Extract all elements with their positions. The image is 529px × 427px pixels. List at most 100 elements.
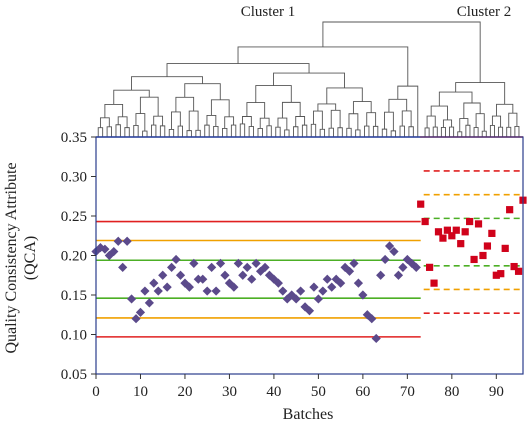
y-tick-label: 0.30 bbox=[61, 170, 87, 186]
square-point bbox=[514, 267, 523, 275]
diamond-point bbox=[113, 236, 123, 246]
data-points bbox=[91, 196, 527, 344]
diamond-point bbox=[238, 270, 248, 280]
dendrogram-branch bbox=[366, 112, 377, 127]
dendrogram-branch bbox=[473, 127, 479, 137]
dendrogram-branch bbox=[222, 127, 228, 137]
reference-lines bbox=[96, 170, 521, 338]
x-tick-label: 40 bbox=[266, 384, 281, 400]
diamond-point bbox=[322, 274, 332, 284]
diamond-point bbox=[135, 307, 146, 317]
diamond-point bbox=[376, 270, 386, 280]
dendrogram-branch bbox=[117, 116, 128, 128]
diamond-point bbox=[118, 262, 128, 272]
diamond-point bbox=[100, 244, 110, 254]
dendrogram-branch bbox=[124, 127, 130, 137]
x-tick-label: 20 bbox=[177, 384, 192, 400]
diamond-point bbox=[247, 274, 257, 284]
x-tick-label: 70 bbox=[400, 384, 415, 400]
x-tick-label: 80 bbox=[444, 384, 459, 400]
diamond-point bbox=[175, 270, 186, 280]
square-point bbox=[497, 270, 505, 278]
diamond-point bbox=[340, 262, 350, 272]
diamond-point bbox=[144, 298, 154, 308]
diamond-point bbox=[184, 282, 195, 292]
dendrogram-branch bbox=[355, 129, 361, 137]
diamond-point bbox=[296, 286, 306, 296]
dendrogram-branch bbox=[177, 125, 183, 137]
y-tick-label: 0.15 bbox=[61, 288, 87, 304]
dendrogram-branch bbox=[401, 110, 412, 127]
x-tick-label: 0 bbox=[92, 384, 100, 400]
diamond-point bbox=[282, 294, 292, 304]
dendrogram-branch bbox=[99, 117, 110, 128]
dendrogram-branch bbox=[465, 124, 471, 137]
dendrogram-branch bbox=[455, 82, 506, 105]
dendrogram-branch bbox=[248, 126, 255, 137]
diamond-point bbox=[389, 246, 399, 257]
square-point bbox=[470, 255, 478, 264]
dendrogram-branch bbox=[153, 115, 164, 126]
dendrogram-branch bbox=[430, 105, 448, 120]
square-point bbox=[461, 228, 469, 236]
dendrogram-branch bbox=[293, 126, 299, 137]
dendrogram-branch bbox=[330, 109, 341, 129]
dendrogram-branch bbox=[186, 130, 192, 137]
diamond-point bbox=[126, 294, 137, 304]
diamond-point bbox=[327, 282, 337, 292]
diamond-point bbox=[171, 254, 181, 265]
diamond-point bbox=[269, 274, 279, 284]
dendrogram-branch bbox=[514, 126, 520, 137]
cluster-1-label: Cluster 1 bbox=[241, 4, 296, 20]
y-tick-label: 0.20 bbox=[61, 249, 87, 265]
dendrogram-branch bbox=[255, 85, 292, 103]
diamond-point bbox=[242, 262, 252, 272]
dendrogram-branch bbox=[438, 91, 473, 107]
dendrogram-branch bbox=[399, 125, 405, 137]
y-tick-label: 0.35 bbox=[61, 130, 87, 146]
diamond-point bbox=[153, 286, 163, 296]
dendrogram-branch bbox=[463, 102, 481, 119]
diamond-point bbox=[180, 278, 190, 288]
diamond-point bbox=[131, 314, 141, 324]
dendrogram-branch bbox=[242, 116, 252, 127]
diamond-point bbox=[140, 286, 150, 296]
y-tick-label: 0.25 bbox=[61, 209, 87, 225]
square-point bbox=[483, 242, 492, 250]
y-axis-label-line-1: Quality Consistency Attribute bbox=[3, 162, 20, 353]
x-tick-label: 30 bbox=[222, 384, 237, 400]
dendrogram-root bbox=[322, 21, 481, 83]
diamond-point bbox=[198, 274, 208, 284]
diamond-point bbox=[260, 262, 270, 272]
dendrogram-branch bbox=[259, 117, 270, 129]
dendrogram-branch bbox=[310, 123, 317, 137]
diamond-point bbox=[380, 254, 390, 265]
diamond-point bbox=[367, 314, 377, 324]
diamond-point bbox=[233, 258, 243, 268]
dendrogram-branch bbox=[273, 72, 345, 88]
dendrogram-branch bbox=[206, 114, 217, 127]
dendrogram-branch bbox=[230, 124, 237, 137]
plot-frame bbox=[95, 136, 524, 375]
square-point bbox=[452, 226, 460, 234]
diamond-point bbox=[304, 306, 315, 316]
dendrogram-branch bbox=[188, 110, 199, 131]
dendrogram-branch bbox=[424, 127, 430, 137]
diamond-point bbox=[411, 262, 421, 272]
diamond-point bbox=[344, 266, 355, 276]
diamond-point bbox=[393, 270, 404, 280]
cluster-2-label: Cluster 2 bbox=[457, 4, 512, 20]
dendrogram-branch bbox=[210, 99, 230, 117]
dendrogram-branch bbox=[319, 128, 326, 137]
diamond-point bbox=[291, 294, 301, 304]
dendrogram-branch bbox=[266, 125, 272, 137]
y-tick-label: 0.05 bbox=[61, 367, 87, 383]
diamond-point bbox=[300, 302, 310, 312]
diamond-point bbox=[309, 282, 319, 292]
dendrogram-branch bbox=[237, 46, 409, 87]
dendrogram-branch bbox=[213, 125, 219, 137]
square-point bbox=[492, 271, 500, 279]
diamond-point bbox=[278, 286, 288, 296]
dendrogram-branch bbox=[408, 126, 414, 137]
